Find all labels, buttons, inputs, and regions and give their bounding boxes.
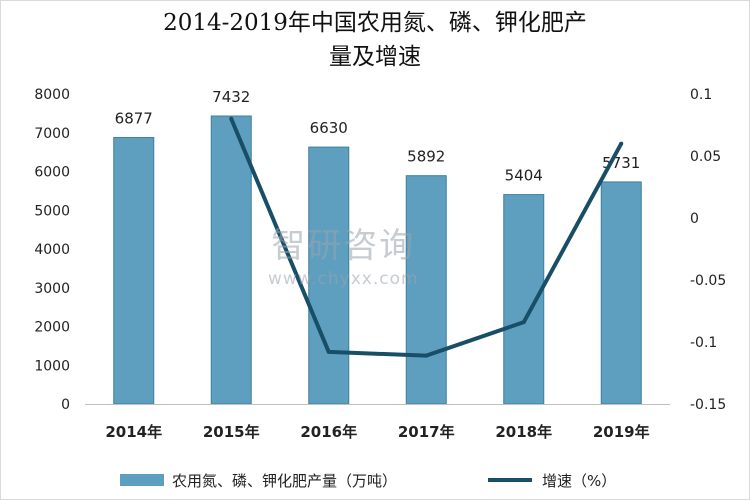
left-tick-label-8: 8000 <box>34 87 70 103</box>
left-tick-label-4: 4000 <box>34 242 70 258</box>
right-tick-label-0: -0.15 <box>690 397 726 413</box>
growth-point-3 <box>521 320 526 325</box>
bar-1 <box>210 115 252 405</box>
x-tick-label-4: 2018年 <box>495 423 552 441</box>
chart-title-line-2: 量及增速 <box>329 44 421 70</box>
right-y-axis: -0.15 -0.1 -0.05 0 0.05 0.1 <box>690 87 726 413</box>
bar-5 <box>600 181 642 405</box>
bar-0 <box>113 137 155 405</box>
right-tick-label-2: -0.05 <box>690 273 726 289</box>
bar-3 <box>405 175 447 405</box>
x-tick-label-1: 2015年 <box>203 423 260 441</box>
bar-2 <box>308 146 350 405</box>
right-tick-label-4: 0.05 <box>690 149 721 165</box>
left-tick-label-7: 7000 <box>34 126 70 142</box>
chart-title: 2014-2019年中国农用氮、磷、钾化肥产 量及增速 <box>0 6 750 74</box>
legend-bar-label: 农用氮、磷、钾化肥产量（万吨） <box>172 471 398 490</box>
legend-item-bar: 农用氮、磷、钾化肥产量（万吨） <box>120 466 397 494</box>
left-tick-label-1: 1000 <box>34 358 70 374</box>
right-tick-label-3: 0 <box>690 211 699 227</box>
bar-label-2: 6630 <box>310 119 348 137</box>
x-tick-label-5: 2019年 <box>593 423 650 441</box>
x-tick-label-3: 2017年 <box>398 423 455 441</box>
left-tick-label-5: 5000 <box>34 203 70 219</box>
legend-bar-swatch <box>120 474 164 486</box>
bar-label-0: 6877 <box>115 110 153 128</box>
right-tick-label-1: -0.1 <box>690 335 717 351</box>
bar-label-4: 5404 <box>505 167 543 185</box>
left-tick-label-0: 0 <box>61 397 70 413</box>
bar-label-3: 5892 <box>407 148 445 166</box>
growth-line-series <box>229 116 624 358</box>
left-tick-label-2: 2000 <box>34 320 70 336</box>
right-tick-label-5: 0.1 <box>690 87 712 103</box>
x-axis: 2014年 2015年 2016年 2017年 2018年 2019年 <box>85 404 670 441</box>
chart-legend: 农用氮、磷、钾化肥产量（万吨） 增速（%） <box>0 466 750 494</box>
growth-point-1 <box>326 349 331 354</box>
growth-point-4 <box>619 141 624 146</box>
legend-item-line: 增速（%） <box>488 466 616 494</box>
bar-label-1: 7432 <box>212 88 250 106</box>
left-tick-label-3: 3000 <box>34 281 70 297</box>
growth-point-2 <box>424 353 429 358</box>
bar-series <box>113 115 642 405</box>
x-tick-label-0: 2014年 <box>105 423 162 441</box>
left-y-axis: 0 1000 2000 3000 4000 5000 6000 7000 8000 <box>34 87 70 413</box>
left-tick-label-6: 6000 <box>34 165 70 181</box>
legend-line-swatch <box>488 478 532 482</box>
x-tick-label-2: 2016年 <box>300 423 357 441</box>
growth-point-0 <box>229 116 234 121</box>
chart-title-line-1: 2014-2019年中国农用氮、磷、钾化肥产 <box>163 10 587 36</box>
legend-line-label: 增速（%） <box>542 471 617 490</box>
